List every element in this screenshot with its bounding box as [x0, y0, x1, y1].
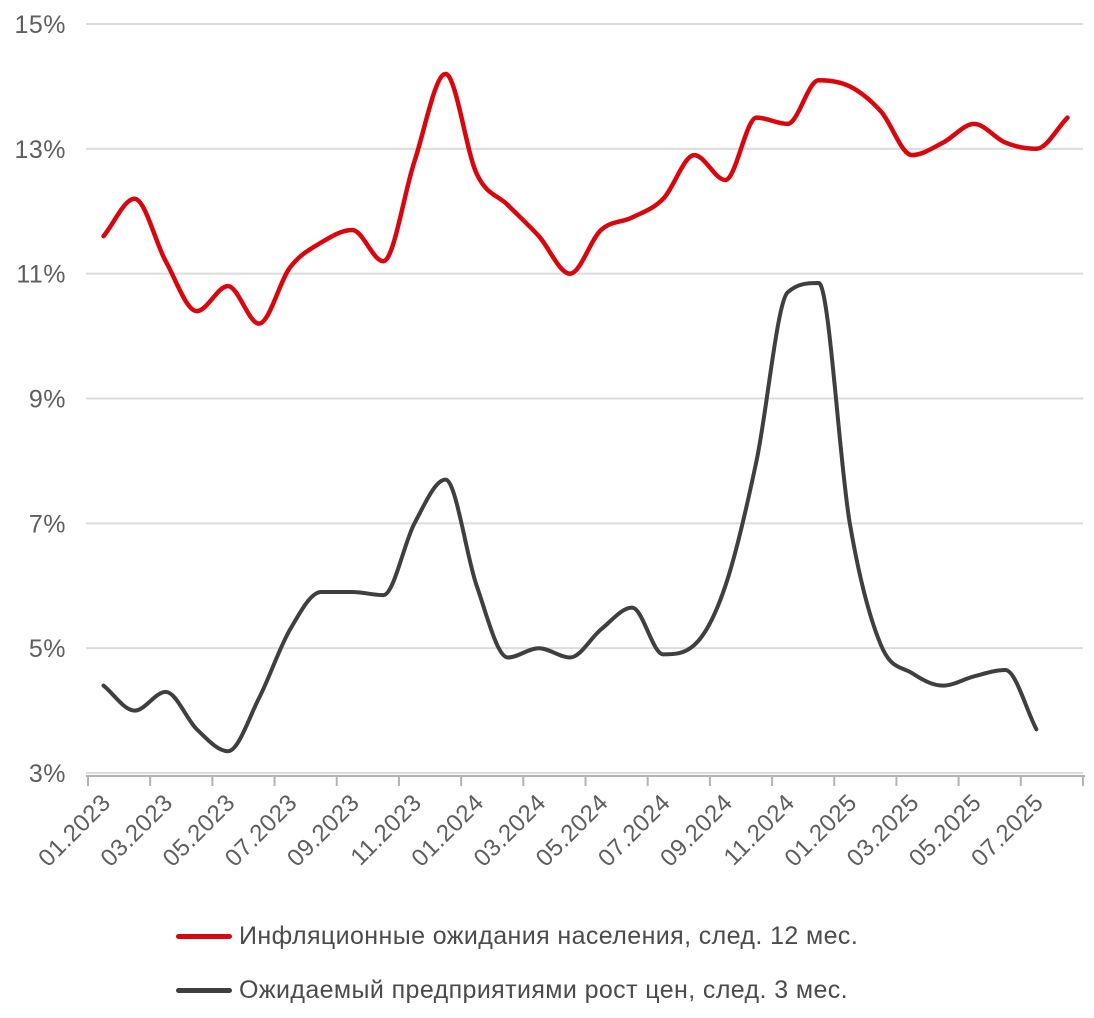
y-tick-label: 15%: [14, 11, 66, 39]
legend-swatch-enterprises: [176, 987, 232, 993]
legend-item-enterprises: Ожидаемый предприятиями рост цен, след. …: [176, 976, 1056, 1004]
y-tick-label: 3%: [29, 760, 66, 788]
legend: Инфляционные ожидания населения, след. 1…: [176, 922, 1056, 1018]
y-tick-label: 9%: [29, 386, 66, 414]
y-tick-label: 11%: [16, 261, 66, 289]
y-tick-label: 7%: [29, 510, 66, 538]
y-tick-label: 5%: [29, 635, 66, 663]
legend-swatch-population: [176, 933, 232, 939]
legend-label-enterprises: Ожидаемый предприятиями рост цен, след. …: [239, 975, 849, 1004]
legend-label-population: Инфляционные ожидания населения, след. 1…: [239, 921, 859, 950]
series-line-population: [101, 71, 1070, 326]
plot-area: 15%13%11%9%7%5%3%01.202303.202305.202307…: [14, 11, 1085, 872]
legend-item-population: Инфляционные ожидания населения, след. 1…: [176, 922, 1056, 950]
y-tick-label: 13%: [14, 136, 66, 164]
series-line-enterprises: [101, 281, 1039, 754]
